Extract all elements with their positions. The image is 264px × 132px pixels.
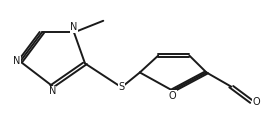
- Text: N: N: [13, 56, 20, 67]
- Text: N: N: [70, 22, 78, 32]
- Text: S: S: [119, 82, 125, 92]
- Text: O: O: [169, 91, 176, 101]
- Text: N: N: [49, 86, 56, 96]
- Text: O: O: [252, 97, 260, 107]
